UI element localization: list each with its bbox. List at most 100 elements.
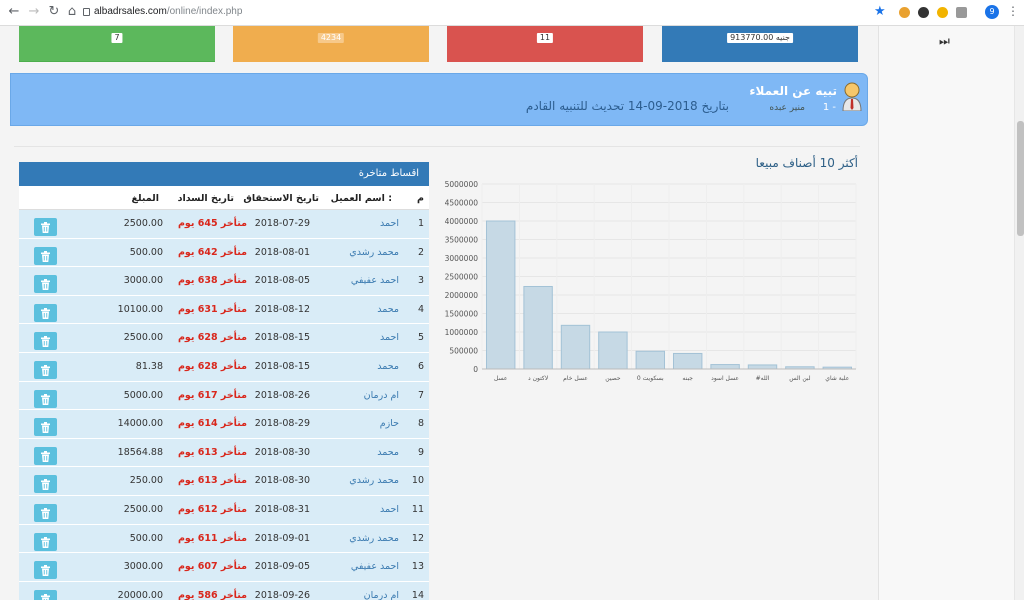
x-tick-label: جبنه <box>682 375 693 382</box>
cell-customer-name[interactable]: احمد عفيفي <box>350 275 399 287</box>
table-row: 11 احمد 2018-08-31 متأخر 612 يوم 2500.00 <box>19 495 429 525</box>
url-host: albadrsales.com <box>94 6 167 17</box>
forward-icon[interactable]: → <box>28 4 40 19</box>
delete-button[interactable] <box>34 532 57 551</box>
cell-due-date: 2018-08-15 <box>254 332 310 344</box>
delete-button[interactable] <box>34 389 57 408</box>
cell-m: 3 <box>417 275 424 287</box>
delete-button[interactable] <box>34 418 57 437</box>
table-row: 10 محمد رشدي 2018-08-30 متأخر 613 يوم 250.00 <box>19 467 429 496</box>
profile-avatar[interactable]: 9 <box>985 5 999 19</box>
chart-title: أكثر 10 أصناف مبيعا <box>755 156 858 170</box>
cell-m: 6 <box>417 360 424 372</box>
y-tick-label: 1000000 <box>445 328 479 337</box>
cell-customer-name[interactable]: حازم <box>379 418 399 430</box>
cell-customer-name[interactable]: محمد <box>377 446 399 458</box>
cell-late-status: متأخر 612 يوم <box>177 503 247 515</box>
y-tick-label: 4000000 <box>445 217 479 226</box>
customer-alert: تبيه عن العملاء 1 - منير عبده بتاريخ 201… <box>10 73 868 126</box>
cell-customer-name[interactable]: احمد <box>380 218 399 229</box>
extension-icon[interactable] <box>899 7 910 18</box>
address-bar[interactable]: albadrsales.com/online/index.php <box>94 6 242 17</box>
alert-customer-name[interactable]: منير عبده <box>769 103 805 113</box>
browser-toolbar: ← → ↻ ⌂ albadrsales.com/online/index.php… <box>0 0 1024 26</box>
cell-amount: 2500.00 <box>123 218 163 229</box>
cell-due-date: 2018-08-12 <box>254 303 310 315</box>
delete-button[interactable] <box>34 589 57 600</box>
scrollbar-thumb[interactable] <box>1017 121 1024 236</box>
cell-amount: 18564.88 <box>117 446 163 458</box>
trash-icon <box>41 279 50 291</box>
cell-late-status: متأخر 645 يوم <box>177 218 247 229</box>
col-m: م <box>417 193 424 204</box>
cell-customer-name[interactable]: محمد رشدي <box>349 246 399 258</box>
x-tick-label: لبن الس <box>789 375 810 382</box>
cell-customer-name[interactable]: محمد <box>377 360 399 372</box>
stat-card-green[interactable]: 7 <box>19 26 215 62</box>
cell-amount: 10100.00 <box>117 303 163 315</box>
stat-card-red[interactable]: 11 <box>447 26 643 62</box>
table-row: 3 احمد عفيفي 2018-08-05 متأخر 638 يوم 3000.0… <box>19 267 429 296</box>
bar <box>560 324 591 370</box>
y-tick-label: 0 <box>473 365 478 374</box>
trash-icon <box>41 536 50 548</box>
bar <box>747 364 778 370</box>
cell-customer-name[interactable]: احمد <box>380 503 399 515</box>
stat-value: 7 <box>111 33 123 43</box>
delete-button[interactable] <box>34 303 57 322</box>
table-header-row: م اسم العميل : تاريخ الاستحقاق تاريخ الس… <box>19 186 429 210</box>
table-row: 4 محمد 2018-08-12 متأخر 631 يوم 10100.00 <box>19 295 429 325</box>
table-row: 9 محمد 2018-08-30 متأخر 613 يوم 18564.88 <box>19 438 429 468</box>
home-icon[interactable]: ⌂ <box>67 4 77 19</box>
bar <box>523 285 553 370</box>
stat-card-orange[interactable]: 4234 <box>233 26 429 62</box>
cell-late-status: متأخر 613 يوم <box>177 446 247 458</box>
extension-icon[interactable] <box>937 7 948 18</box>
scrollbar[interactable] <box>1014 26 1024 600</box>
cell-customer-name[interactable]: ام درمان <box>363 389 399 401</box>
delete-button[interactable] <box>34 561 57 580</box>
bar <box>635 350 666 370</box>
cell-customer-name[interactable]: ام درمان <box>363 589 399 600</box>
delete-button[interactable] <box>34 503 57 522</box>
cell-m: 9 <box>417 446 424 458</box>
y-tick-label: 4500000 <box>445 199 479 208</box>
trash-icon <box>41 507 50 519</box>
extension-icon[interactable] <box>918 7 929 18</box>
cell-customer-name[interactable]: محمد <box>377 303 399 315</box>
panel-title: اقساط متاخرة <box>19 162 429 186</box>
cell-customer-name[interactable]: محمد رشدي <box>349 532 399 544</box>
delete-button[interactable] <box>34 446 57 465</box>
extension-icon[interactable] <box>956 7 967 18</box>
cell-m: 7 <box>417 389 424 401</box>
stat-card-blue[interactable]: 913770.00 جنيه <box>662 26 858 62</box>
cell-amount: 500.00 <box>129 246 163 258</box>
delete-button[interactable] <box>34 246 57 265</box>
stat-value: 913770.00 جنيه <box>727 33 793 43</box>
table-row: 14 ام درمان 2018-09-26 متأخر 586 يوم 20000.0… <box>19 581 429 600</box>
delete-button[interactable] <box>34 332 57 351</box>
back-icon[interactable]: ← <box>8 4 20 19</box>
cell-customer-name[interactable]: احمد عفيفي <box>350 561 399 573</box>
delete-button[interactable] <box>34 475 57 494</box>
cell-customer-name[interactable]: احمد <box>380 332 399 344</box>
reload-icon[interactable]: ↻ <box>48 4 60 19</box>
bookmark-star-icon[interactable]: ★ <box>874 4 886 19</box>
alert-number: 1 - <box>822 102 836 113</box>
delete-button[interactable] <box>34 275 57 294</box>
delete-button[interactable] <box>34 218 57 236</box>
cell-m: 4 <box>417 303 424 315</box>
cell-m: 10 <box>411 475 424 487</box>
cell-customer-name[interactable]: محمد رشدي <box>349 475 399 487</box>
cell-late-status: متأخر 638 يوم <box>177 275 247 287</box>
skip-forward-icon[interactable]: ⏭ <box>939 34 950 48</box>
delete-button[interactable] <box>34 360 57 379</box>
trash-icon <box>41 222 50 233</box>
bar <box>672 352 703 370</box>
y-tick-label: 3500000 <box>445 236 479 245</box>
bar <box>598 331 628 370</box>
menu-icon[interactable]: ⋮ <box>1007 4 1019 18</box>
x-tick-label: علبة شاي <box>825 375 849 382</box>
cell-due-date: 2018-08-30 <box>254 475 310 487</box>
trash-icon <box>41 336 50 348</box>
